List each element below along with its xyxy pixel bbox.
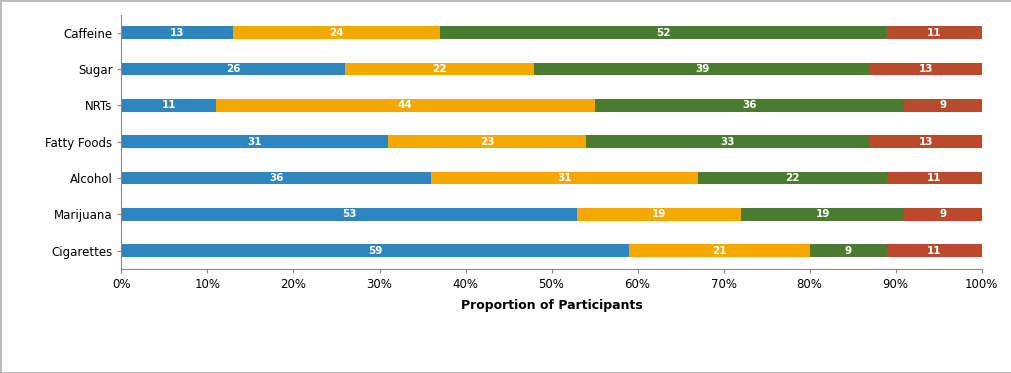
Bar: [869, 63, 981, 75]
Text: 31: 31: [248, 137, 262, 147]
X-axis label: Proportion of Participants: Proportion of Participants: [460, 299, 642, 312]
Bar: [904, 99, 981, 112]
Text: 36: 36: [741, 100, 756, 110]
Bar: [886, 244, 981, 257]
Text: 19: 19: [651, 209, 665, 219]
Text: 9: 9: [844, 246, 851, 256]
Bar: [577, 208, 740, 221]
Bar: [629, 244, 809, 257]
Text: 22: 22: [432, 64, 447, 74]
Bar: [216, 99, 594, 112]
Text: 11: 11: [926, 28, 940, 38]
Text: 44: 44: [397, 100, 412, 110]
Text: 39: 39: [695, 64, 709, 74]
Bar: [431, 172, 698, 184]
Bar: [886, 172, 981, 184]
Bar: [869, 135, 981, 148]
Bar: [534, 63, 869, 75]
Bar: [121, 135, 388, 148]
Text: 13: 13: [918, 137, 932, 147]
Bar: [440, 26, 887, 39]
Bar: [388, 135, 585, 148]
Bar: [121, 26, 234, 39]
Text: 19: 19: [815, 209, 829, 219]
Bar: [121, 63, 345, 75]
Text: 26: 26: [225, 64, 241, 74]
Text: 11: 11: [926, 246, 940, 256]
Text: 53: 53: [342, 209, 356, 219]
Text: 24: 24: [329, 28, 344, 38]
Text: 13: 13: [918, 64, 932, 74]
Bar: [121, 99, 216, 112]
Text: 52: 52: [655, 28, 670, 38]
Bar: [809, 244, 887, 257]
Bar: [121, 208, 577, 221]
Bar: [234, 26, 440, 39]
Bar: [121, 244, 629, 257]
Text: 59: 59: [368, 246, 382, 256]
Bar: [740, 208, 904, 221]
Bar: [345, 63, 534, 75]
Bar: [904, 208, 981, 221]
Text: 21: 21: [712, 246, 726, 256]
Text: 23: 23: [479, 137, 493, 147]
Text: 31: 31: [557, 173, 571, 183]
Text: 22: 22: [785, 173, 799, 183]
Text: 36: 36: [269, 173, 283, 183]
Bar: [594, 99, 904, 112]
Text: 9: 9: [938, 209, 945, 219]
Bar: [121, 172, 431, 184]
Text: 13: 13: [170, 28, 184, 38]
Text: 9: 9: [938, 100, 945, 110]
Text: 33: 33: [720, 137, 734, 147]
Bar: [585, 135, 869, 148]
Bar: [886, 26, 981, 39]
Text: 11: 11: [926, 173, 940, 183]
Bar: [698, 172, 887, 184]
Text: 11: 11: [162, 100, 176, 110]
